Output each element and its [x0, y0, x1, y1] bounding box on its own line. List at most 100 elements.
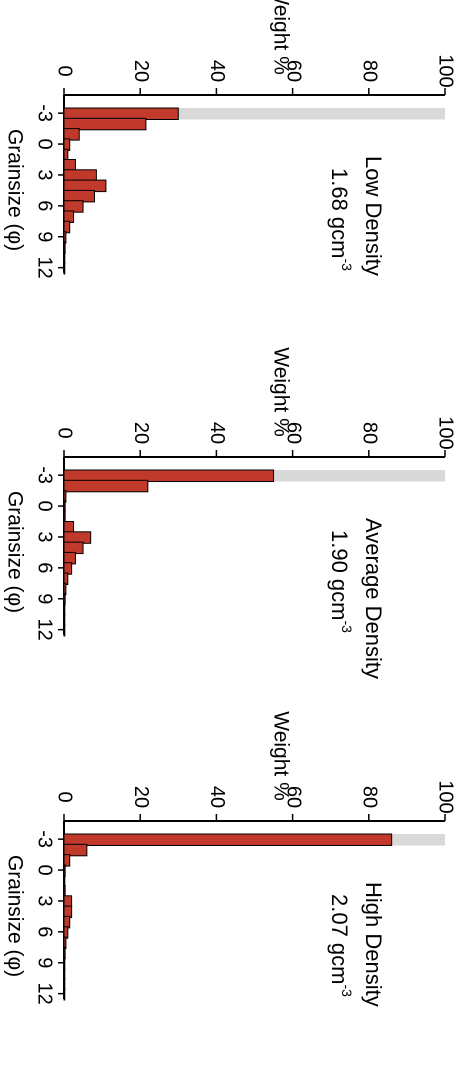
bar — [63, 582, 67, 596]
bar — [63, 169, 97, 182]
panel-subtitle-exponent: -3 — [339, 985, 355, 998]
bar — [63, 541, 84, 555]
grainsize-tick-label: 12 — [34, 983, 56, 1005]
panel-subtitle: 1.68 gcm-3 — [327, 168, 355, 271]
grainsize-tick-label: 0 — [34, 864, 56, 875]
bar — [63, 572, 69, 585]
grainsize-tick-label: 3 — [34, 531, 56, 542]
bar — [63, 469, 275, 482]
panel-subtitle: 1.90 gcm-3 — [327, 530, 355, 633]
bar — [63, 926, 69, 939]
bar — [63, 241, 66, 254]
bar — [63, 915, 71, 929]
grainsize-tick-label: -3 — [34, 466, 56, 484]
bar — [63, 500, 66, 513]
bar — [63, 833, 393, 846]
bar — [63, 957, 66, 970]
weight-tick-label: 20 — [130, 786, 152, 808]
bar — [63, 864, 66, 877]
grainsize-tick-label: 9 — [34, 231, 56, 242]
grainsize-axis-label: Grainsize (φ) — [3, 129, 26, 251]
grainsize-tick-label: -3 — [34, 830, 56, 848]
weight-tick-label: 20 — [130, 60, 152, 82]
grainsize-tick-label: 6 — [34, 926, 56, 937]
weight-tick-label: 40 — [206, 60, 228, 82]
weight-tick-label: 100 — [435, 416, 457, 449]
panel-2 — [58, 450, 446, 637]
bar — [63, 490, 67, 503]
weight-tick-label: 60 — [282, 60, 304, 82]
bar — [63, 138, 71, 151]
bar — [63, 220, 71, 234]
bar — [63, 613, 66, 627]
grainsize-axis-label: Grainsize (φ) — [3, 855, 26, 977]
panel-title: Low Density — [361, 156, 386, 276]
weight-axis-label: Weight % — [269, 347, 292, 437]
bar — [63, 231, 67, 244]
grainsize-tick-label: 0 — [34, 138, 56, 149]
bar — [63, 551, 76, 565]
bar — [63, 988, 66, 1001]
grainsize-tick-label: 12 — [34, 619, 56, 641]
weight-tick-label: 80 — [359, 786, 381, 808]
bar — [63, 148, 69, 162]
weight-tick-label: 40 — [206, 786, 228, 808]
grainsize-tick-label: -3 — [34, 104, 56, 122]
bar — [63, 179, 107, 193]
bar — [63, 479, 149, 493]
weight-axis-label: Weight % — [269, 711, 292, 801]
weight-tick-label: 0 — [54, 65, 76, 76]
bar — [63, 854, 71, 867]
grainsize-tick-label: 0 — [34, 500, 56, 511]
bar — [63, 251, 66, 265]
weight-tick-label: 100 — [435, 54, 457, 87]
bar — [63, 895, 73, 908]
grainsize-tick-label: 9 — [34, 957, 56, 968]
weight-tick-label: 0 — [54, 791, 76, 802]
panel-title: High Density — [361, 882, 386, 1007]
grainsize-tick-label: 12 — [34, 257, 56, 279]
weight-tick-label: 60 — [282, 786, 304, 808]
weight-tick-label: 80 — [359, 60, 381, 82]
bar — [63, 593, 66, 606]
panel-title: Average Density — [361, 518, 386, 679]
panel-3 — [58, 814, 446, 1001]
grainsize-tick-label: 6 — [34, 562, 56, 573]
bar — [63, 874, 66, 888]
bar — [63, 946, 66, 960]
weight-tick-label: 100 — [435, 780, 457, 813]
grainsize-tick-label: 3 — [34, 169, 56, 180]
weight-axis-label: Weight % — [269, 0, 292, 75]
weight-tick-label: 60 — [282, 422, 304, 444]
bar — [63, 521, 75, 534]
bar — [63, 531, 92, 544]
weight-tick-label: 40 — [206, 422, 228, 444]
weight-tick-label: 0 — [54, 427, 76, 438]
bar — [63, 159, 76, 172]
bar — [63, 603, 66, 616]
panel-1 — [58, 88, 446, 275]
bar — [63, 200, 84, 213]
grainsize-tick-label: 3 — [34, 895, 56, 906]
weight-tick-label: 80 — [359, 422, 381, 444]
bar — [63, 117, 147, 131]
bar — [63, 128, 80, 141]
panel-subtitle: 2.07 gcm-3 — [327, 894, 355, 997]
grainsize-axis-label: Grainsize (φ) — [3, 491, 26, 613]
weight-tick-label: 20 — [130, 422, 152, 444]
bar — [63, 843, 88, 857]
bar — [63, 562, 73, 575]
bar — [63, 905, 73, 919]
bar — [63, 967, 66, 980]
grainsize-tick-label: 9 — [34, 593, 56, 604]
background-bar — [64, 108, 445, 120]
bar — [63, 885, 66, 898]
panel-subtitle-exponent: -3 — [339, 259, 355, 272]
grainsize-tick-label: 6 — [34, 200, 56, 211]
bar — [63, 977, 66, 991]
bar — [63, 936, 67, 949]
bar — [63, 262, 66, 275]
panel-subtitle-exponent: -3 — [339, 621, 355, 634]
bar — [63, 107, 179, 120]
